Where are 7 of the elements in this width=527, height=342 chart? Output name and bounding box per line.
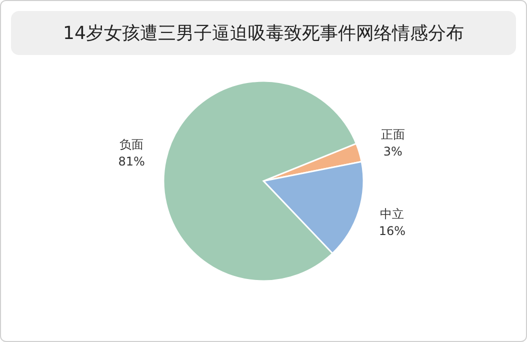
data-label: 81%	[118, 154, 145, 168]
slice-label: 中立	[380, 206, 404, 221]
data-label: 3%	[383, 144, 402, 158]
data-label: 16%	[378, 224, 406, 238]
slice-label: 负面	[120, 137, 144, 152]
slice-label: 正面	[380, 127, 405, 142]
chart-title: 14岁女孩遭三男子逼迫吸毒致死事件网络情感分布	[11, 11, 516, 55]
